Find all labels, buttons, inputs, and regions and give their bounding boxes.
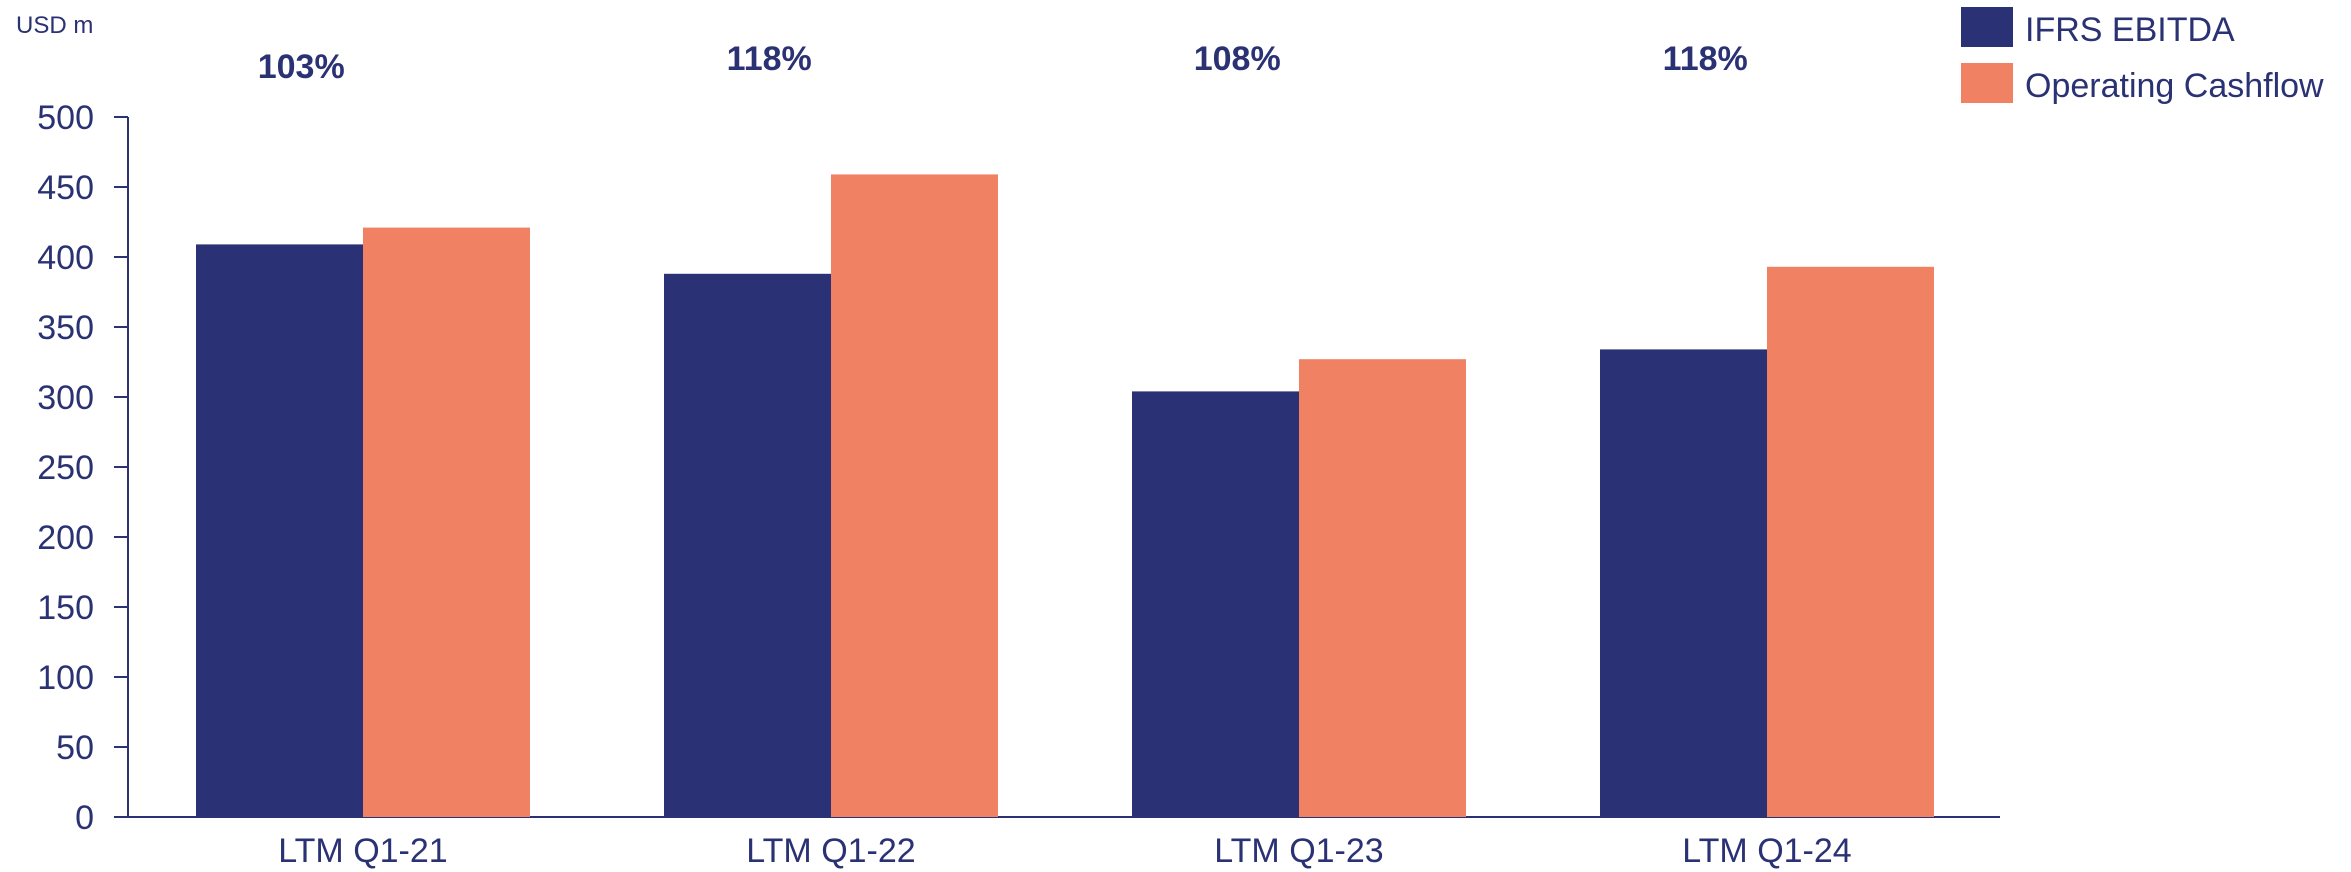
y-tick-label: 250 [37, 449, 94, 487]
y-tick-label: 50 [56, 729, 94, 767]
bar-ifrs-ebitda-ltm-q1-24 [1600, 349, 1767, 817]
ratio-annotations: 103% 118% 108% 118% [258, 40, 1748, 86]
legend-swatch-ifrs-ebitda [1961, 7, 2013, 47]
ratio-annotation: 118% [727, 40, 812, 78]
y-axis: 0 50 100 150 200 250 300 350 400 450 500 [37, 99, 129, 837]
legend-label-operating-cashflow: Operating Cashflow [2025, 67, 2324, 105]
y-axis-ticks: 0 50 100 150 200 250 300 350 400 450 500 [37, 99, 128, 837]
unit-label: USD m [16, 12, 93, 39]
bar-ifrs-ebitda-ltm-q1-23 [1132, 391, 1299, 817]
bar-operating-cashflow-ltm-q1-21 [363, 227, 530, 818]
legend-swatch-operating-cashflow [1961, 63, 2013, 103]
ratio-annotation: 103% [258, 48, 345, 86]
y-tick-label: 400 [37, 239, 94, 277]
y-tick-label: 150 [37, 589, 94, 627]
bar-ifrs-ebitda-ltm-q1-22 [664, 273, 831, 817]
ratio-annotation: 118% [1663, 40, 1748, 78]
y-tick-label: 500 [37, 99, 94, 137]
bars-group [196, 174, 1934, 818]
x-axis: LTM Q1-21 LTM Q1-22 LTM Q1-23 LTM Q1-24 [128, 816, 2000, 870]
legend-label-ifrs-ebitda: IFRS EBITDA [2025, 11, 2235, 49]
bar-ifrs-ebitda-ltm-q1-21 [196, 244, 363, 817]
legend: IFRS EBITDA Operating Cashflow [1961, 7, 2324, 105]
y-tick-label: 200 [37, 519, 94, 557]
y-tick-label: 0 [75, 799, 94, 837]
y-tick-label: 350 [37, 309, 94, 347]
x-tick-label: LTM Q1-23 [1214, 832, 1383, 870]
y-tick-label: 100 [37, 659, 94, 697]
x-tick-label: LTM Q1-24 [1682, 832, 1851, 870]
bar-operating-cashflow-ltm-q1-23 [1299, 359, 1466, 817]
bar-operating-cashflow-ltm-q1-22 [831, 174, 998, 817]
y-tick-label: 300 [37, 379, 94, 417]
bar-operating-cashflow-ltm-q1-24 [1767, 266, 1934, 817]
x-axis-labels: LTM Q1-21 LTM Q1-22 LTM Q1-23 LTM Q1-24 [278, 832, 1851, 870]
x-tick-label: LTM Q1-21 [278, 832, 447, 870]
y-tick-label: 450 [37, 169, 94, 207]
x-tick-label: LTM Q1-22 [746, 832, 915, 870]
ratio-annotation: 108% [1194, 40, 1281, 78]
